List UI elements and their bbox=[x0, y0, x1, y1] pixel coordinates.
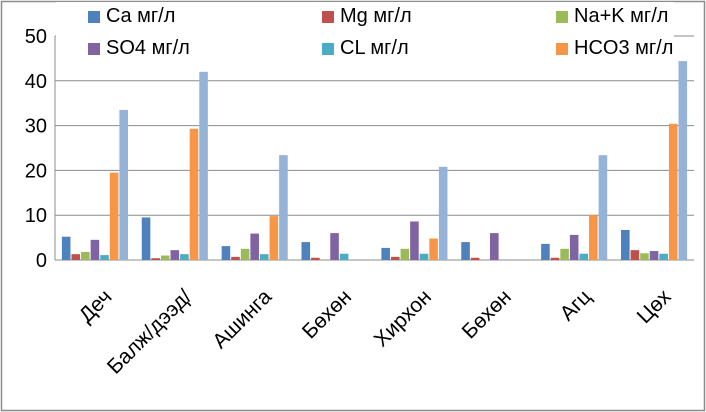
bar bbox=[649, 251, 659, 260]
bar bbox=[621, 229, 630, 260]
bar bbox=[598, 155, 608, 260]
bar bbox=[470, 257, 480, 260]
y-tick-label: 20 bbox=[25, 160, 47, 182]
bar bbox=[461, 242, 470, 260]
bar bbox=[630, 250, 640, 260]
bar bbox=[659, 253, 668, 260]
bar bbox=[339, 253, 349, 260]
legend-swatch bbox=[88, 11, 100, 23]
bar bbox=[400, 248, 410, 260]
bar bbox=[141, 217, 151, 260]
legend-label: Na+K мг/л bbox=[574, 5, 668, 27]
bar bbox=[311, 257, 320, 260]
bar bbox=[81, 251, 90, 260]
y-tick-label: 0 bbox=[36, 250, 47, 272]
bars-group bbox=[61, 61, 688, 261]
legend-label: CL мг/л bbox=[340, 37, 409, 59]
bar bbox=[231, 256, 240, 260]
bar bbox=[199, 71, 208, 260]
bar bbox=[668, 123, 678, 260]
bar bbox=[301, 242, 311, 260]
bar bbox=[541, 243, 550, 260]
legend-swatch bbox=[556, 43, 568, 55]
legend-swatch bbox=[88, 43, 100, 55]
bar bbox=[61, 236, 71, 260]
y-tick-label: 50 bbox=[25, 26, 47, 48]
bar bbox=[269, 216, 279, 260]
bar bbox=[560, 248, 569, 260]
y-tick-label: 30 bbox=[25, 116, 47, 138]
bar bbox=[170, 250, 180, 260]
bar bbox=[438, 166, 448, 260]
bar bbox=[259, 254, 269, 260]
bar bbox=[71, 254, 81, 260]
bar bbox=[151, 258, 160, 260]
legend-label: HCO3 мг/л bbox=[574, 37, 673, 59]
bar bbox=[189, 128, 199, 260]
bar bbox=[250, 233, 259, 260]
bar bbox=[330, 233, 339, 260]
bar bbox=[180, 254, 189, 260]
bar bbox=[429, 238, 438, 260]
bar bbox=[390, 256, 400, 260]
y-tick-label: 10 bbox=[25, 205, 47, 227]
legend-label: Mg мг/л bbox=[340, 5, 412, 27]
bar bbox=[119, 109, 128, 260]
bar bbox=[279, 155, 288, 260]
bar bbox=[410, 221, 419, 260]
legend-swatch bbox=[322, 43, 334, 55]
legend: Ca мг/л Mg мг/л Na+K мг/л SO4 мг/л CL мг/л HC… bbox=[56, 2, 674, 68]
bar bbox=[579, 253, 589, 260]
bar bbox=[490, 233, 499, 260]
y-tick-label: 40 bbox=[25, 71, 47, 93]
bar bbox=[678, 61, 688, 261]
legend-label: Ca мг/л bbox=[106, 5, 175, 27]
bar bbox=[160, 255, 170, 260]
bar bbox=[90, 239, 100, 260]
legend-swatch bbox=[556, 11, 568, 23]
bar bbox=[550, 257, 560, 260]
bar bbox=[569, 234, 579, 260]
bar bbox=[381, 247, 390, 260]
bar bbox=[640, 253, 649, 260]
legend-box bbox=[56, 2, 674, 68]
bar bbox=[109, 172, 119, 260]
bar bbox=[419, 253, 429, 260]
bar bbox=[100, 255, 109, 260]
legend-label: SO4 мг/л bbox=[106, 37, 190, 59]
bar bbox=[240, 248, 250, 260]
bar bbox=[221, 246, 231, 260]
legend-swatch bbox=[322, 11, 334, 23]
bar bbox=[589, 215, 598, 260]
